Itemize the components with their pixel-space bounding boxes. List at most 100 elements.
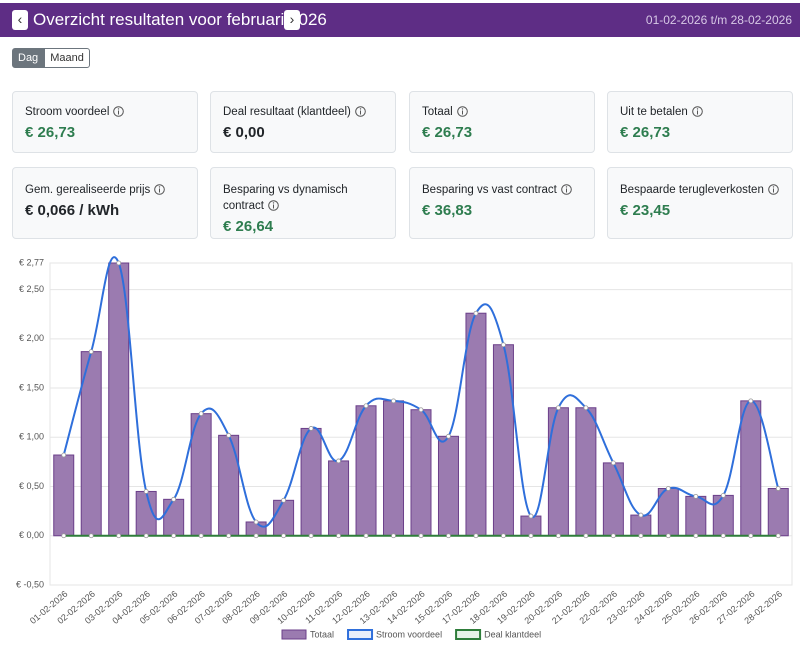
point (720, 533, 726, 539)
point (446, 433, 451, 439)
bar (602, 462, 624, 537)
info-icon[interactable] (268, 200, 279, 211)
bar (410, 409, 432, 537)
info-icon[interactable] (154, 184, 166, 195)
stat-card: Totaal € 26,73 (409, 91, 595, 153)
point (775, 533, 781, 539)
info-icon[interactable] (113, 106, 125, 117)
card-label: Stroom voordeel (25, 106, 110, 118)
card-label: Besparing vs vast contract (422, 184, 557, 196)
point (253, 533, 259, 539)
point (363, 533, 369, 539)
point (418, 407, 424, 413)
point (143, 489, 149, 494)
point (528, 533, 534, 539)
legend-label: Totaal (310, 629, 334, 639)
point (116, 260, 122, 266)
bar (273, 499, 295, 537)
point (748, 398, 754, 404)
bar (383, 400, 405, 537)
legend-label: Stroom voordeel (376, 629, 442, 639)
point (556, 533, 561, 539)
legend-swatch (281, 629, 307, 640)
bar (575, 407, 597, 537)
point (336, 458, 341, 464)
stat-card: Stroom voordeel € 26,73 (12, 91, 198, 153)
point (501, 533, 506, 539)
point (88, 349, 94, 355)
point (665, 486, 671, 491)
card-value: € 0,00 (223, 124, 265, 141)
point (391, 533, 396, 539)
chart: € -0,50 € 0,00 € 0,50 € 1,00 € 1,50 € 2,00 € 2… (16, 256, 793, 640)
card-value: € 0,066 / kWh (25, 202, 120, 219)
point (665, 533, 671, 539)
point (583, 405, 589, 411)
point (198, 533, 204, 539)
stat-card: Besparing vs dynamisch contract € 26,64 (210, 167, 396, 239)
point (116, 533, 122, 539)
point (528, 513, 534, 519)
point (693, 533, 699, 539)
toggle-day[interactable]: Dag (12, 48, 45, 68)
info-icon[interactable] (355, 106, 366, 117)
bar (300, 427, 322, 537)
card-value: € 26,64 (223, 218, 274, 235)
info-icon[interactable] (768, 184, 779, 195)
point (253, 519, 259, 525)
next-button[interactable]: › (284, 10, 300, 30)
point (775, 486, 781, 491)
point (638, 512, 644, 518)
bar (53, 454, 75, 537)
point (693, 493, 699, 499)
point (281, 533, 286, 539)
prev-button[interactable]: ‹ (12, 10, 28, 30)
point (88, 533, 94, 539)
card-value: € 23,45 (620, 202, 671, 219)
point (226, 533, 232, 539)
stat-card: Bespaarde terugleverkosten € 23,45 (607, 167, 793, 239)
stat-card: Gem. gerealiseerde prijs € 0,066 / kWh (12, 167, 198, 239)
card-value: € 26,73 (422, 124, 473, 141)
point (501, 342, 506, 348)
info-icon[interactable] (456, 106, 468, 117)
point (198, 411, 204, 417)
point (61, 452, 67, 458)
bar (437, 435, 459, 537)
info-icon[interactable] (561, 184, 572, 195)
toggle-month[interactable]: Maand (44, 48, 90, 68)
point (281, 497, 286, 503)
point (473, 533, 479, 539)
card-label: Deal resultaat (klantdeel) (223, 106, 351, 118)
card-value: € 36,83 (422, 202, 473, 219)
bar (328, 460, 350, 537)
info-icon[interactable] (691, 106, 703, 117)
y-tick-label: € -0,50 (16, 579, 44, 589)
y-tick-label: € 0,00 (19, 530, 44, 540)
point (418, 533, 424, 539)
point (748, 533, 754, 539)
card-label: Uit te betalen (620, 106, 688, 118)
y-tick-label: € 2,00 (19, 333, 44, 343)
point (308, 426, 314, 431)
point (336, 533, 341, 539)
bar (740, 400, 762, 537)
y-tick-label: € 2,50 (19, 284, 44, 294)
view-toggle: Dag Maand (12, 48, 90, 68)
bar (685, 495, 707, 537)
bar (465, 312, 487, 537)
legend-swatch (455, 629, 482, 640)
bar (767, 487, 789, 537)
y-tick-label: € 1,00 (19, 432, 44, 442)
point (226, 432, 232, 438)
point (391, 398, 396, 404)
y-tick-label: € 2,77 (19, 257, 44, 267)
point (610, 533, 616, 539)
point (638, 533, 644, 539)
bar (492, 344, 514, 537)
point (583, 533, 589, 539)
bar (547, 407, 569, 537)
card-value: € 26,73 (620, 124, 671, 141)
bar (163, 498, 185, 537)
